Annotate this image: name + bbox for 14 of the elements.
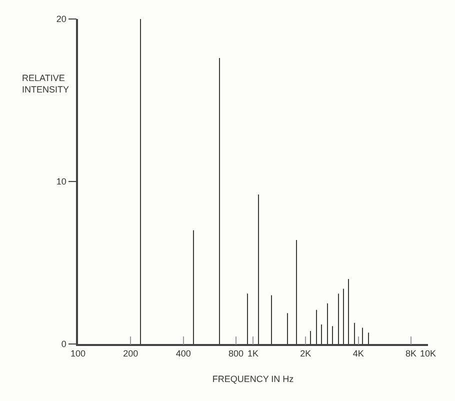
x-tick-label: 8K — [406, 348, 417, 359]
x-tick-label: 800 — [228, 348, 244, 359]
x-tick-label: 1K — [247, 348, 259, 359]
y-tick-label: 0 — [61, 339, 66, 350]
x-axis-title: FREQUENCY IN Hz — [212, 374, 294, 384]
y-axis-title: RELATIVE INTENSITY — [22, 73, 70, 95]
y-tick-label: 20 — [56, 14, 66, 24]
x-tick-label: 400 — [176, 348, 191, 359]
x-tick-label: 2K — [300, 348, 312, 359]
y-tick-label: 10 — [56, 176, 66, 187]
x-tick-label: 4K — [352, 348, 364, 359]
x-tick-label: 200 — [123, 348, 138, 359]
x-tick-label: 100 — [70, 348, 86, 359]
x-tick-label: 10K — [420, 348, 436, 359]
